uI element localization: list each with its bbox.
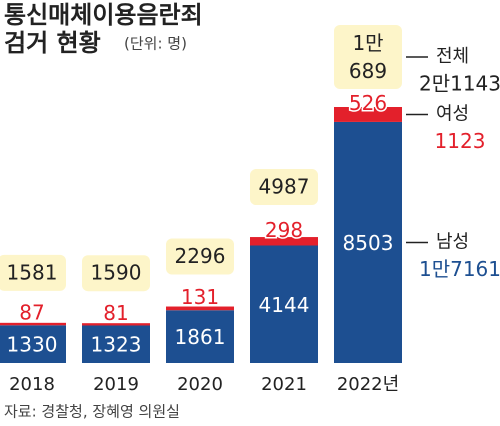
total-label: 1만 689 — [349, 31, 387, 83]
bar-segment — [334, 121, 402, 363]
value-label: 1861 — [175, 325, 226, 349]
total-label: 1581 — [7, 260, 58, 284]
value-label: 81 — [103, 301, 128, 325]
total-box — [82, 255, 150, 292]
legend-total: 2만1143 — [419, 72, 500, 96]
total-box — [0, 254, 66, 291]
value-label: 131 — [181, 285, 219, 309]
x-tick-label: 2020 — [177, 374, 223, 395]
value-label: 8503 — [343, 231, 394, 255]
total-label: 1590 — [91, 261, 142, 285]
legend-label: 전체 — [436, 46, 469, 67]
chart-title: 통신매체이용음란죄 검거 현황 — [4, 1, 203, 57]
legend-label: 남성 — [436, 231, 469, 252]
bar-segment — [82, 325, 150, 363]
bar-segment — [0, 322, 66, 326]
value-label: 4144 — [259, 293, 310, 317]
source: 자료: 경찰청, 장혜영 의원실 — [4, 403, 180, 421]
x-tick-label: 2022년 — [337, 374, 399, 395]
total-box — [334, 25, 402, 89]
total-box — [166, 238, 234, 275]
legend-total: 1만7161 — [419, 257, 500, 281]
total-label: 2296 — [175, 244, 226, 268]
value-label: 298 — [265, 218, 303, 242]
value-label: 1323 — [91, 333, 142, 357]
value-label: 1330 — [7, 333, 58, 357]
legend-total: 1123 — [435, 129, 486, 153]
x-tick-label: 2019 — [93, 374, 139, 395]
value-label: 526 — [349, 91, 387, 115]
bar-segment — [0, 325, 66, 363]
x-tick-label: 2018 — [9, 374, 55, 395]
value-label: 87 — [19, 301, 44, 325]
bar-segment — [166, 310, 234, 363]
bar-segment — [166, 306, 234, 311]
bar-segment — [250, 237, 318, 246]
legend-label: 여성 — [436, 103, 469, 124]
total-label: 4987 — [259, 175, 310, 199]
bar-segment — [250, 245, 318, 363]
bar-segment — [334, 107, 402, 122]
chart-subtitle: (단위: 명) — [124, 35, 187, 53]
x-tick-label: 2021 — [261, 374, 307, 395]
total-box — [250, 169, 318, 206]
bar-segment — [82, 323, 150, 326]
